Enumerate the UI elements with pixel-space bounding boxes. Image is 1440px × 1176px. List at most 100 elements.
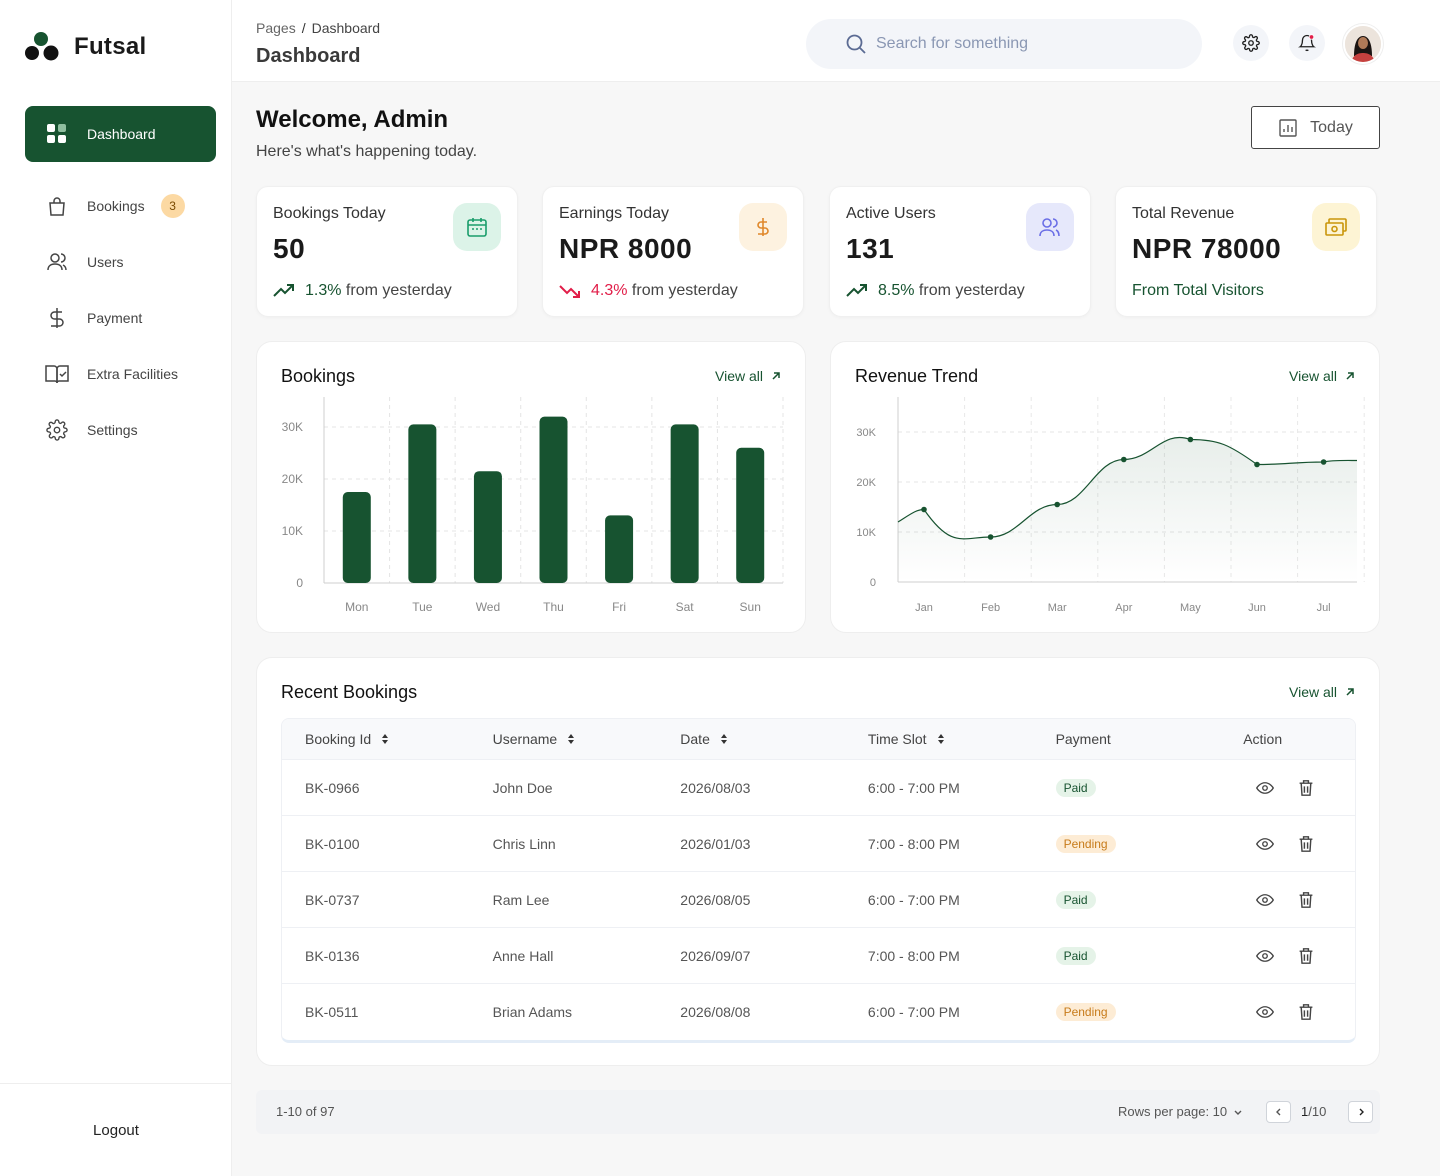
- sidebar-item-settings[interactable]: Settings: [25, 402, 216, 458]
- notifications-button[interactable]: [1289, 25, 1325, 61]
- current-page: 1: [1301, 1104, 1309, 1119]
- y-tick-label: 0: [296, 576, 303, 590]
- chevron-right-icon: [1356, 1107, 1366, 1117]
- view-eye-icon[interactable]: [1256, 835, 1275, 853]
- sidebar-item-label: Dashboard: [87, 126, 156, 142]
- cell-action: [1220, 947, 1355, 965]
- logout-section: Logout: [0, 1083, 232, 1176]
- view-eye-icon[interactable]: [1256, 1003, 1275, 1021]
- revenue-line-chart: 0 10K 20K 30K Jan Feb Mar Apr May Jun Jul: [856, 397, 1365, 614]
- sidebar-item-bookings[interactable]: Bookings 3: [25, 178, 216, 234]
- column-header-label: Action: [1243, 731, 1283, 747]
- delete-trash-icon[interactable]: [1298, 835, 1314, 853]
- x-tick-label: Sat: [676, 600, 695, 614]
- sort-icon[interactable]: [720, 733, 728, 745]
- search-input[interactable]: [876, 35, 1176, 53]
- gear-icon: [1242, 34, 1260, 52]
- cell-user: Ram Lee: [492, 891, 550, 908]
- user-avatar[interactable]: [1343, 24, 1383, 64]
- sidebar-item-label: Settings: [87, 422, 138, 438]
- delete-trash-icon[interactable]: [1298, 779, 1314, 797]
- column-header-label: Username: [492, 731, 558, 747]
- stat-change-suffix: from yesterday: [627, 282, 738, 299]
- table-row: BK-0511 Brian Adams 2026/08/08 6:00 - 7:00 …: [282, 984, 1355, 1040]
- payment-status-badge: Pending: [1055, 834, 1116, 853]
- revenue-view-all-link[interactable]: View all: [1289, 368, 1355, 384]
- column-header[interactable]: Time Slot: [845, 731, 1033, 747]
- breadcrumb-root[interactable]: Pages: [256, 20, 296, 36]
- view-eye-icon[interactable]: [1256, 779, 1275, 797]
- cell-id: BK-0100: [305, 835, 360, 852]
- data-point: [921, 506, 927, 513]
- welcome-title: Welcome, Admin: [256, 106, 449, 133]
- delete-trash-icon[interactable]: [1298, 947, 1314, 965]
- trend-up-icon: [846, 284, 868, 298]
- column-header[interactable]: Username: [470, 731, 658, 747]
- sidebar-item-extra-facilities[interactable]: Extra Facilities: [25, 346, 216, 402]
- calendar-icon: [453, 203, 501, 251]
- chevron-left-icon: [1274, 1107, 1284, 1117]
- delete-trash-icon[interactable]: [1298, 891, 1314, 909]
- today-label: Today: [1310, 118, 1353, 136]
- x-tick-label: Tue: [412, 600, 433, 614]
- data-point: [1254, 461, 1260, 468]
- sidebar-item-dashboard[interactable]: Dashboard: [25, 106, 216, 162]
- table-row: BK-0966 John Doe 2026/08/03 6:00 - 7:00 PM P…: [282, 760, 1355, 816]
- cell-slot: 6:00 - 7:00 PM: [867, 779, 960, 796]
- view-eye-icon[interactable]: [1256, 947, 1275, 965]
- sidebar-nav: Dashboard Bookings 3 Users Payment Ext: [25, 106, 216, 458]
- chevron-down-icon: [1233, 1107, 1243, 1117]
- sidebar-item-users[interactable]: Users: [25, 234, 216, 290]
- view-eye-icon[interactable]: [1256, 891, 1275, 909]
- cell-payment: Pending: [1033, 1003, 1221, 1021]
- sort-icon[interactable]: [567, 733, 575, 745]
- stat-label: Earnings Today: [559, 205, 669, 222]
- bookings-view-all-link[interactable]: View all: [715, 368, 781, 384]
- sidebar-item-payment[interactable]: Payment: [25, 290, 216, 346]
- stat-card-active-users: Active Users 131 8.5% from yesterday: [829, 186, 1091, 317]
- x-tick-label: Apr: [1115, 602, 1132, 614]
- recent-view-all-link[interactable]: View all: [1289, 684, 1355, 700]
- next-page-button[interactable]: [1348, 1101, 1373, 1123]
- y-tick-label: 10K: [856, 527, 876, 539]
- column-header[interactable]: Date: [657, 731, 845, 747]
- total-pages: /10: [1308, 1104, 1327, 1119]
- sort-icon[interactable]: [937, 733, 945, 745]
- y-tick-label: 0: [870, 577, 876, 589]
- rows-per-page-select[interactable]: Rows per page: 10: [1118, 1104, 1243, 1119]
- bar: [605, 515, 634, 583]
- gear-icon: [45, 418, 69, 442]
- column-header[interactable]: Booking Id: [282, 731, 470, 747]
- cell-id: BK-0511: [305, 1004, 359, 1020]
- delete-trash-icon[interactable]: [1298, 1003, 1314, 1021]
- money-icon: [1312, 203, 1360, 251]
- stat-change-value: 8.5%: [878, 282, 915, 299]
- stat-label: Active Users: [846, 205, 936, 222]
- sidebar-item-label: Payment: [87, 310, 143, 326]
- brand[interactable]: Futsal: [24, 28, 146, 66]
- revenue-chart-card: Revenue Trend View all 0 10K 20K 30K Jan Feb M…: [830, 341, 1380, 633]
- settings-button[interactable]: [1233, 25, 1269, 61]
- logout-button[interactable]: Logout: [93, 1121, 139, 1139]
- y-tick-label: 20K: [282, 472, 303, 486]
- recent-bookings-title: Recent Bookings: [281, 682, 418, 702]
- cell-user: Anne Hall: [492, 947, 554, 964]
- cell-user: John Doe: [492, 779, 553, 796]
- x-tick-label: Fri: [612, 600, 626, 614]
- sort-icon[interactable]: [381, 733, 389, 745]
- cell-slot: 6:00 - 7:00 PM: [867, 891, 960, 908]
- sidebar: Futsal Dashboard Bookings 3 Users Pa: [0, 0, 232, 1176]
- stat-change: 8.5% from yesterday: [846, 282, 1025, 300]
- bookings-table: Booking Id Username Date Time Slot Payment Ac…: [281, 718, 1356, 1043]
- stat-foot-text: From Total Visitors: [1132, 282, 1264, 299]
- bar: [670, 424, 699, 583]
- bar: [408, 424, 437, 583]
- today-filter-button[interactable]: Today: [1251, 106, 1380, 149]
- cell-date: 2026/08/03: [680, 779, 751, 796]
- column-header: Payment: [1033, 731, 1221, 747]
- x-tick-label: May: [1180, 602, 1201, 614]
- prev-page-button[interactable]: [1266, 1101, 1291, 1123]
- arrow-up-right-icon: [771, 371, 781, 381]
- bell-icon: [1298, 34, 1316, 52]
- cell-date: 2026/08/05: [680, 891, 751, 908]
